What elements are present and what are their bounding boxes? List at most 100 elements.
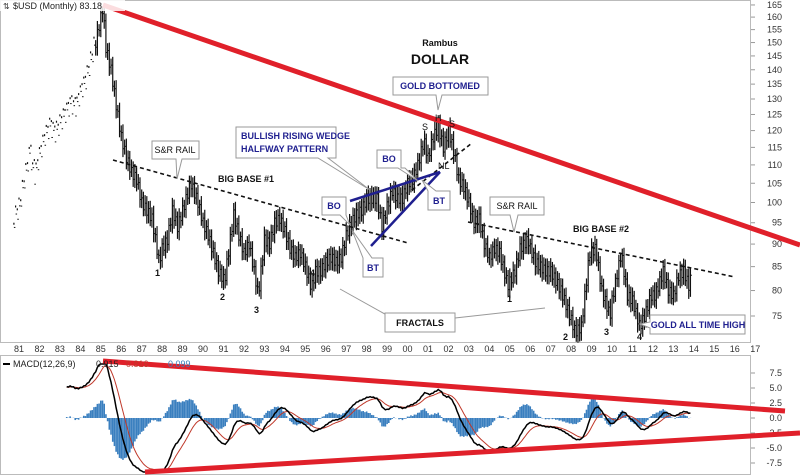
bt-label-2: BT bbox=[433, 196, 445, 206]
macd-y-tick-label: -7.5 bbox=[766, 458, 782, 468]
x-tick-label: 88 bbox=[157, 344, 167, 354]
y-tick-label: 80 bbox=[772, 286, 782, 296]
y-tick-label: 135 bbox=[767, 79, 782, 89]
neckline bbox=[411, 142, 473, 191]
macd-y-tick-label: 2.5 bbox=[769, 398, 782, 408]
y-tick-label: 100 bbox=[767, 198, 782, 208]
x-tick-label: 12 bbox=[648, 344, 658, 354]
callout-fractals: FRACTALS bbox=[339, 288, 546, 333]
y-tick-label: 110 bbox=[768, 160, 782, 170]
macd-y-tick-label: -5.0 bbox=[766, 443, 782, 453]
macd-y-tick-label: 0.0 bbox=[769, 413, 782, 423]
macd-title: MACD(12,26,9) bbox=[13, 359, 76, 369]
wedge-label-1: BULLISH RISING WEDGE bbox=[241, 131, 350, 141]
big-base-2-rail bbox=[467, 221, 736, 278]
y-tick-label: 105 bbox=[767, 178, 782, 188]
macd-y-axis: 7.55.02.50.0-2.5-5.0-7.5 bbox=[751, 368, 782, 468]
big-base-1-label: BIG BASE #1 bbox=[218, 174, 274, 184]
x-tick-label: 89 bbox=[178, 344, 188, 354]
x-tick-label: 13 bbox=[668, 344, 678, 354]
x-tick-label: 97 bbox=[341, 344, 351, 354]
macd-value: 0.915 bbox=[96, 359, 119, 369]
y-tick-label: 150 bbox=[767, 38, 782, 48]
macd-y-tick-label: 7.5 bbox=[769, 368, 782, 378]
right-shoulder-label: S bbox=[449, 119, 455, 129]
title-bg bbox=[0, 0, 125, 11]
fractals-label: FRACTALS bbox=[396, 318, 444, 328]
macd-signal-line bbox=[66, 365, 691, 473]
price-panel-frame bbox=[0, 0, 751, 343]
heading-dollar: DOLLAR bbox=[411, 51, 469, 67]
callout-sr-rail-2: S&R RAIL bbox=[489, 196, 545, 233]
fractal-1-label-a: 1 bbox=[155, 268, 160, 278]
x-tick-label: 92 bbox=[239, 344, 249, 354]
x-tick-label: 85 bbox=[96, 344, 106, 354]
x-tick-label: 14 bbox=[689, 344, 699, 354]
macd-legend: MACD(12,26,9) 0.915 0.816 0.099 bbox=[3, 359, 191, 369]
x-tick-label: 95 bbox=[300, 344, 310, 354]
x-tick-label: 16 bbox=[730, 344, 740, 354]
x-tick-label: 86 bbox=[116, 344, 126, 354]
x-tick-label: 87 bbox=[137, 344, 147, 354]
x-tick-label: 91 bbox=[218, 344, 228, 354]
x-tick-label: 15 bbox=[709, 344, 719, 354]
x-tick-label: 96 bbox=[321, 344, 331, 354]
x-axis: 81 82 83 84 85 86 87 88 89 90 91 92 93 94 95 96 97 98 99 00… bbox=[14, 344, 760, 354]
y-tick-label: 115 bbox=[768, 142, 782, 152]
left-shoulder-label: S bbox=[422, 122, 428, 132]
price-title: $USD (Monthly) 83.18 bbox=[13, 1, 102, 11]
fractal-3-label-b: 3 bbox=[604, 327, 609, 337]
x-tick-label: 04 bbox=[484, 344, 494, 354]
x-tick-label: 08 bbox=[566, 344, 576, 354]
callout-sr-rail-1: S&R RAIL bbox=[151, 140, 200, 180]
x-tick-label: 99 bbox=[382, 344, 392, 354]
callout-wedge: BULLISH RISING WEDGE HALFWAY PATTERN bbox=[235, 126, 371, 191]
callout-bt-1: BT bbox=[351, 229, 384, 278]
y-tick-label: 85 bbox=[772, 262, 782, 272]
y-tick-label: 120 bbox=[767, 126, 782, 136]
x-tick-label: 02 bbox=[443, 344, 453, 354]
x-tick-label: 09 bbox=[587, 344, 597, 354]
nl-label: NL bbox=[438, 161, 450, 171]
macd-y-tick-label: 5.0 bbox=[769, 383, 782, 393]
macd-lines bbox=[66, 363, 691, 473]
y-tick-label: 155 bbox=[767, 25, 782, 35]
gold-ath-label: GOLD ALL TIME HIGH bbox=[651, 320, 746, 330]
price-y-axis: 75 80 85 90 95 100 105 110 115 120 125 130 135 140 145… bbox=[751, 0, 782, 321]
big-base-1-rail bbox=[112, 159, 409, 244]
callout-gold-ath: GOLD ALL TIME HIGH bbox=[638, 314, 746, 335]
x-tick-label: 84 bbox=[75, 344, 85, 354]
fractal-2-label-b: 2 bbox=[563, 332, 568, 342]
wedge-label-2: HALFWAY PATTERN bbox=[241, 144, 328, 154]
bo-label-2: BO bbox=[327, 201, 341, 211]
x-tick-label: 98 bbox=[362, 344, 372, 354]
y-tick-label: 165 bbox=[767, 0, 782, 10]
x-tick-label: 11 bbox=[628, 344, 637, 354]
big-base-2-label: BIG BASE #2 bbox=[573, 224, 629, 234]
gold-bottomed-label: GOLD BOTTOMED bbox=[400, 81, 480, 91]
fractal-2-label-a: 2 bbox=[220, 292, 225, 302]
macd-histogram bbox=[65, 398, 692, 460]
x-tick-label: 06 bbox=[525, 344, 535, 354]
callout-bo-2: BO bbox=[321, 196, 351, 226]
x-tick-label: 82 bbox=[34, 344, 44, 354]
x-tick-label: 00 bbox=[403, 344, 413, 354]
price-bars bbox=[13, 4, 692, 343]
head-label: H bbox=[435, 113, 442, 123]
x-tick-label: 10 bbox=[607, 344, 617, 354]
fractal-4-label-a: 4 bbox=[310, 268, 315, 278]
y-tick-label: 130 bbox=[767, 94, 782, 104]
y-tick-label: 95 bbox=[772, 218, 782, 228]
wedge-lower-line bbox=[370, 171, 441, 247]
macd-upper-trendline bbox=[102, 358, 786, 414]
x-tick-label: 03 bbox=[464, 344, 474, 354]
heading-rambus: Rambus bbox=[422, 38, 458, 48]
callout-gold-bottomed: GOLD BOTTOMED bbox=[392, 76, 489, 111]
x-tick-label: 81 bbox=[14, 344, 24, 354]
callout-bo-1: BO bbox=[376, 149, 419, 182]
candlestick-icon: ⇅ bbox=[3, 2, 10, 11]
wedge-upper-line bbox=[349, 170, 441, 203]
macd-hist-value: 0.099 bbox=[168, 359, 191, 369]
